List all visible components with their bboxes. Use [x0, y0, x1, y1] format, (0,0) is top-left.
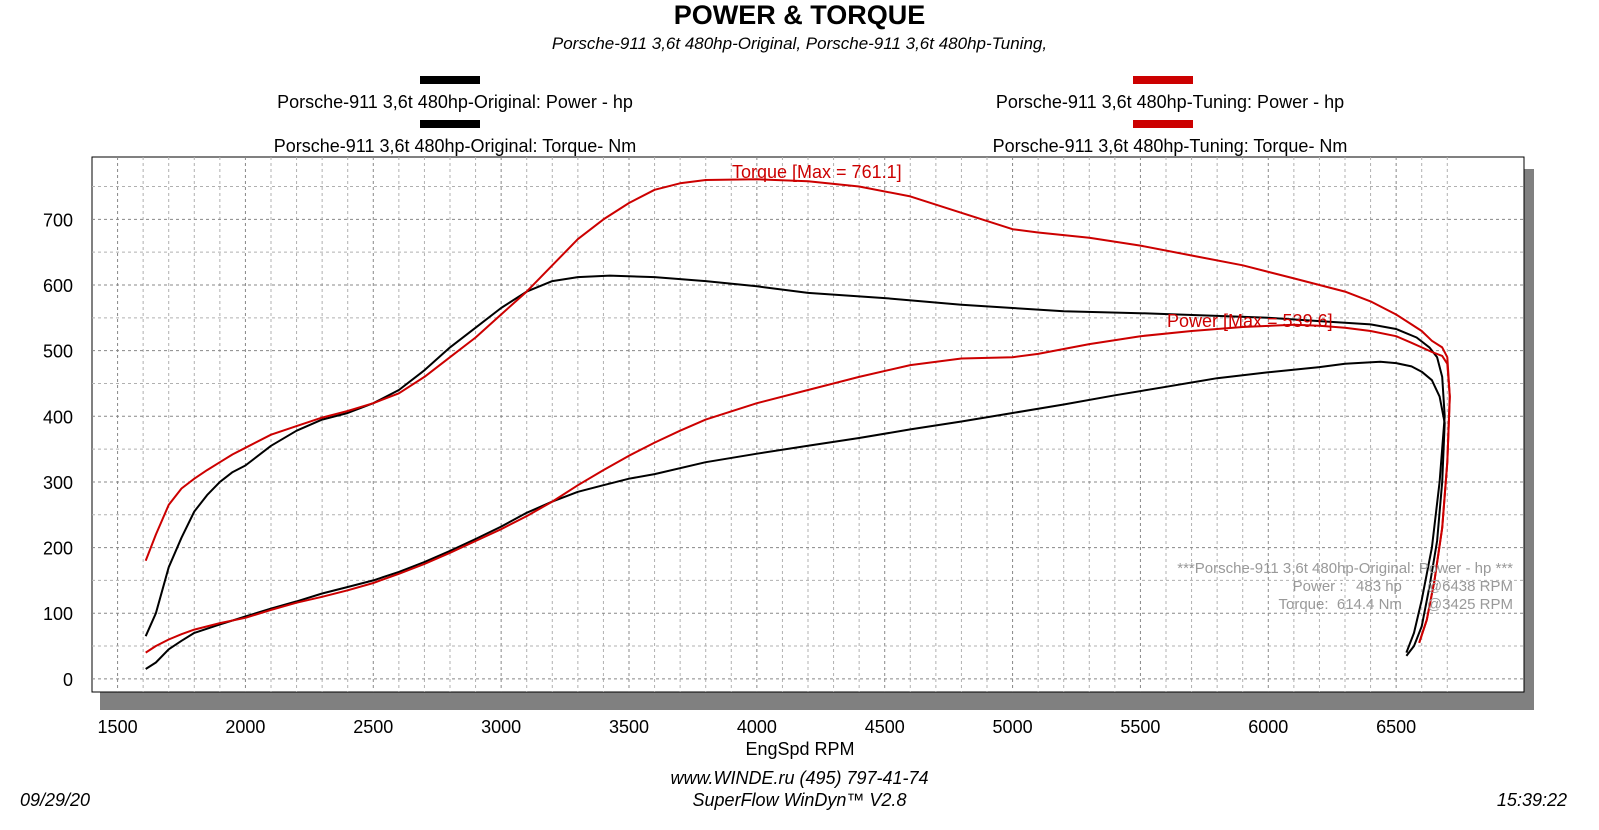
y-tick-label: 300 — [43, 473, 73, 493]
footer-url: www.WINDE.ru (495) 797-41-74 — [670, 768, 929, 788]
series-line-0 — [144, 274, 1446, 653]
info-title: ***Porsche-911 3,6t 480hp-Original: Powe… — [1177, 560, 1513, 577]
x-axis-label: EngSpd RPM — [745, 739, 854, 759]
series-line-2 — [145, 360, 1446, 670]
x-tick-label: 3000 — [481, 717, 521, 737]
chart-title: POWER & TORQUE — [673, 0, 926, 30]
y-tick-label: 400 — [43, 407, 73, 427]
footer-software: SuperFlow WinDyn™ V2.8 — [692, 790, 907, 810]
legend-swatch-tuning-power — [1133, 76, 1193, 84]
power-max-label: Power [Max = 539.6] — [1167, 311, 1333, 331]
x-tick-label: 4000 — [737, 717, 777, 737]
legend-swatch-original-power — [420, 76, 480, 84]
series-lines — [144, 178, 1451, 670]
y-tick-label: 0 — [63, 670, 73, 690]
x-tick-label: 6000 — [1248, 717, 1288, 737]
y-tick-label: 500 — [43, 342, 73, 362]
x-tick-label: 3500 — [609, 717, 649, 737]
x-tick-label: 2500 — [353, 717, 393, 737]
footer-date: 09/29/20 — [20, 790, 91, 810]
info-torque: Torque: 614.4 Nm @3425 RPM — [1279, 596, 1514, 613]
legend-swatch-original-torque — [420, 120, 480, 128]
info-power: Power : 483 hp @6438 RPM — [1293, 578, 1513, 595]
series-line-3 — [145, 323, 1451, 654]
series-line-1 — [144, 178, 1451, 644]
legend-swatch-tuning-torque — [1133, 120, 1193, 128]
y-tick-label: 700 — [43, 210, 73, 230]
x-tick-label: 1500 — [98, 717, 138, 737]
legend-label-original-power: Porsche-911 3,6t 480hp-Original: Power -… — [277, 92, 633, 112]
power-torque-chart: 0 100 200 300 400 500 600 700 1500 2000 2500 3000 3… — [43, 156, 1534, 759]
y-tick-label: 600 — [43, 276, 73, 296]
y-tick-label: 200 — [43, 539, 73, 559]
y-tick-label: 100 — [43, 604, 73, 624]
x-tick-label: 2000 — [225, 717, 265, 737]
torque-max-label: Torque [Max = 761.1] — [732, 162, 902, 182]
footer-time: 15:39:22 — [1496, 790, 1567, 810]
x-tick-label: 5000 — [993, 717, 1033, 737]
chart-subtitle: Porsche-911 3,6t 480hp-Original, Porsche… — [551, 34, 1048, 53]
y-tick-labels: 0 100 200 300 400 500 600 700 — [43, 210, 73, 690]
x-tick-label: 5500 — [1120, 717, 1160, 737]
legend-label-tuning-torque: Porsche-911 3,6t 480hp-Tuning: Torque- N… — [992, 136, 1348, 156]
x-tick-label: 4500 — [865, 717, 905, 737]
legend-label-tuning-power: Porsche-911 3,6t 480hp-Tuning: Power - h… — [995, 92, 1345, 112]
x-tick-labels: 1500 2000 2500 3000 3500 4000 4500 5000 5500 6000… — [98, 717, 1417, 737]
x-tick-label: 6500 — [1376, 717, 1416, 737]
grid-lines — [92, 157, 1524, 692]
legend-label-original-torque: Porsche-911 3,6t 480hp-Original: Torque-… — [273, 136, 637, 156]
